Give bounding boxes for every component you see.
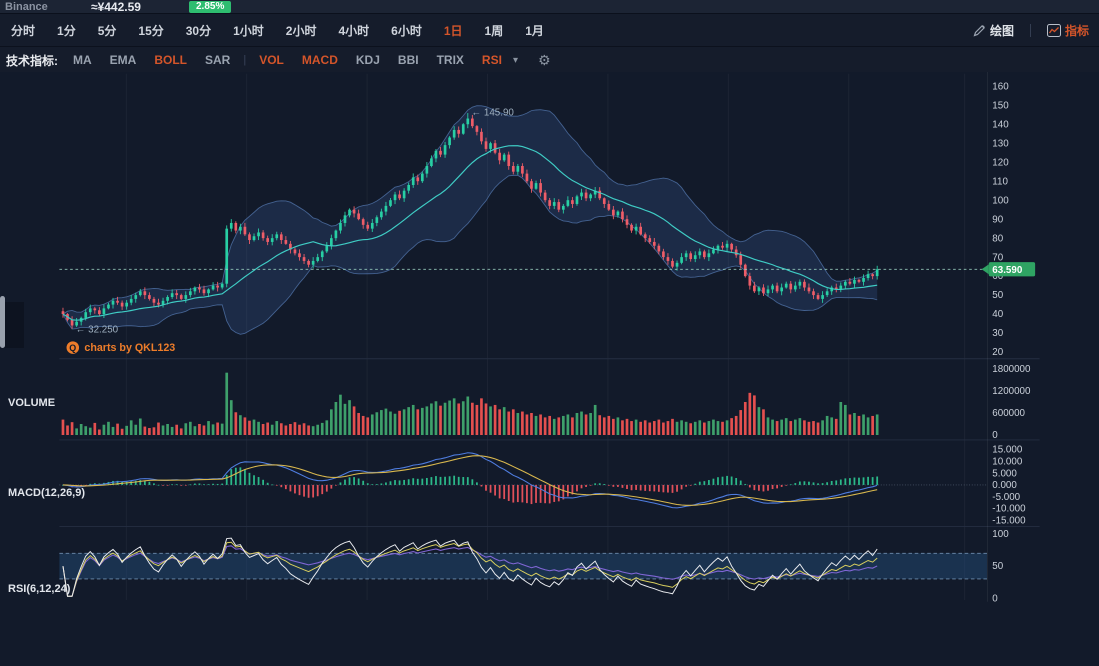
indicator-rsi[interactable]: RSI (481, 53, 502, 67)
volume-pane-label: VOLUME (8, 397, 56, 409)
svg-text:63.590: 63.590 (992, 265, 1023, 276)
volume-bars-layer (61, 372, 879, 435)
price-axis-tick: 50 (992, 290, 1003, 301)
indicator-ma[interactable]: MA (73, 53, 92, 67)
macd-axis-tick: 10.000 (992, 457, 1023, 468)
rsi24-line (62, 545, 878, 597)
boll-lower-line (62, 174, 878, 335)
svg-text:Q: Q (69, 343, 76, 353)
interval-30m[interactable]: 30分 (185, 23, 212, 38)
macd-axis-tick: -10.000 (992, 504, 1026, 515)
indicator-chart-icon (1046, 23, 1061, 37)
interval-1w[interactable]: 1周 (484, 23, 504, 38)
price-axis-tick: 140 (992, 119, 1009, 130)
price-axis-tick: 60 (992, 271, 1003, 282)
price-axis-tick: 30 (992, 328, 1003, 339)
watermark-text: charts by QKL123 (84, 342, 175, 354)
indicator-sar[interactable]: SAR (205, 53, 231, 67)
volume-axis-tick: 600000 (992, 408, 1025, 419)
macd-axis-tick: -5.000 (992, 492, 1020, 503)
price-axis-tick: 160 (992, 81, 1009, 92)
indicator-toolbar-title: 技术指标: (6, 53, 58, 68)
indicator-kdj[interactable]: KDJ (355, 53, 380, 67)
chart-area[interactable]: VOLUME MACD(12,26,9) RSI(6,12,24) 160 150… (0, 72, 1099, 666)
indicator-boll[interactable]: BOLL (154, 53, 188, 67)
price-axis-tick: 150 (992, 100, 1009, 111)
volume-axis-tick: 1200000 (992, 386, 1031, 397)
indicator-separator: | (243, 54, 247, 66)
interval-1m[interactable]: 1分 (57, 23, 76, 38)
toolbar-divider (1029, 23, 1031, 37)
last-price-tag: 63.590 (981, 262, 1036, 277)
indicator-ema[interactable]: EMA (109, 53, 137, 67)
candles-layer (61, 113, 879, 329)
interval-1h[interactable]: 1小时 (233, 23, 264, 38)
interval-2h[interactable]: 2小时 (285, 23, 317, 38)
price-axis-tick: 80 (992, 233, 1003, 244)
price-axis-tick: 20 (992, 347, 1003, 358)
interval-1d[interactable]: 1日 (443, 23, 463, 38)
draw-button[interactable]: 绘图 (973, 22, 1014, 39)
indicator-vol[interactable]: VOL (259, 53, 284, 67)
watermark-logo: Q (66, 341, 80, 354)
header-bar: Binance ≈¥442.59 2.85% (0, 0, 1099, 14)
boll-upper-line (62, 105, 878, 315)
change-percent-badge: 2.85% (189, 0, 232, 13)
macd-dif-line (62, 452, 878, 509)
indicator-trix[interactable]: TRIX (436, 53, 464, 67)
rsi-axis-tick: 50 (992, 561, 1003, 572)
exchange-name: Binance (5, 0, 48, 13)
rsi-pane-label: RSI(6,12,24) (8, 583, 71, 595)
indicator-bbi[interactable]: BBI (397, 53, 419, 67)
price-axis-tick: 90 (992, 214, 1003, 225)
low-annotation: ← 32.250 (76, 324, 119, 335)
macd-axis-tick: 0.000 (992, 480, 1017, 491)
high-annotation: ← 145.90 (471, 108, 514, 119)
boll-mid-line (62, 145, 878, 321)
boll-band-fill (62, 105, 878, 335)
interval-toolbar: 分时 1分 5分 15分 30分 1小时 2小时 4小时 6小时 1日 1周 1… (0, 14, 1099, 47)
indicators-button[interactable]: 指标 (1046, 22, 1089, 39)
indicator-macd[interactable]: MACD (301, 53, 338, 67)
macd-axis-tick: 15.000 (992, 445, 1023, 456)
rsi-axis-tick: 100 (992, 529, 1009, 540)
price-axis-tick: 40 (992, 309, 1003, 320)
chart-canvas[interactable]: 160 150 140 130 120 110 100 90 80 70 60 50 40 30 20 180… (0, 72, 1099, 666)
interval-fenshi[interactable]: 分时 (11, 23, 36, 38)
interval-4h[interactable]: 4小时 (338, 23, 370, 38)
macd-pane-label: MACD(12,26,9) (8, 487, 86, 499)
interval-5m[interactable]: 5分 (97, 23, 117, 38)
macd-histogram (62, 467, 879, 505)
price-axis-tick: 120 (992, 157, 1009, 168)
grid-lines (125, 73, 966, 600)
price-axis-tick: 110 (992, 176, 1008, 187)
chevron-down-icon[interactable]: ▾ (512, 54, 518, 66)
macd-axis-tick: -15.000 (992, 515, 1026, 526)
price-cny: ≈¥442.59 (91, 0, 141, 14)
price-axis-tick: 130 (992, 138, 1009, 149)
indicator-toolbar: 技术指标: MA EMA BOLL SAR | VOL MACD KDJ BBI… (0, 47, 1099, 74)
price-axis-tick: 70 (992, 252, 1003, 263)
left-edge-handle[interactable] (0, 296, 5, 348)
interval-1mo[interactable]: 1月 (525, 23, 544, 38)
macd-dea-line (62, 455, 878, 506)
volume-axis-tick: 1800000 (992, 364, 1031, 375)
interval-6h[interactable]: 6小时 (391, 23, 422, 38)
price-axis-tick: 100 (992, 195, 1009, 206)
interval-15m[interactable]: 15分 (138, 23, 164, 38)
pencil-icon (973, 24, 986, 37)
macd-axis-tick: 5.000 (992, 468, 1017, 479)
gear-icon[interactable]: ⚙ (537, 51, 551, 68)
rsi6-line (62, 537, 878, 597)
rsi-axis-tick: 0 (992, 593, 998, 604)
volume-axis-tick: 0 (992, 430, 998, 441)
